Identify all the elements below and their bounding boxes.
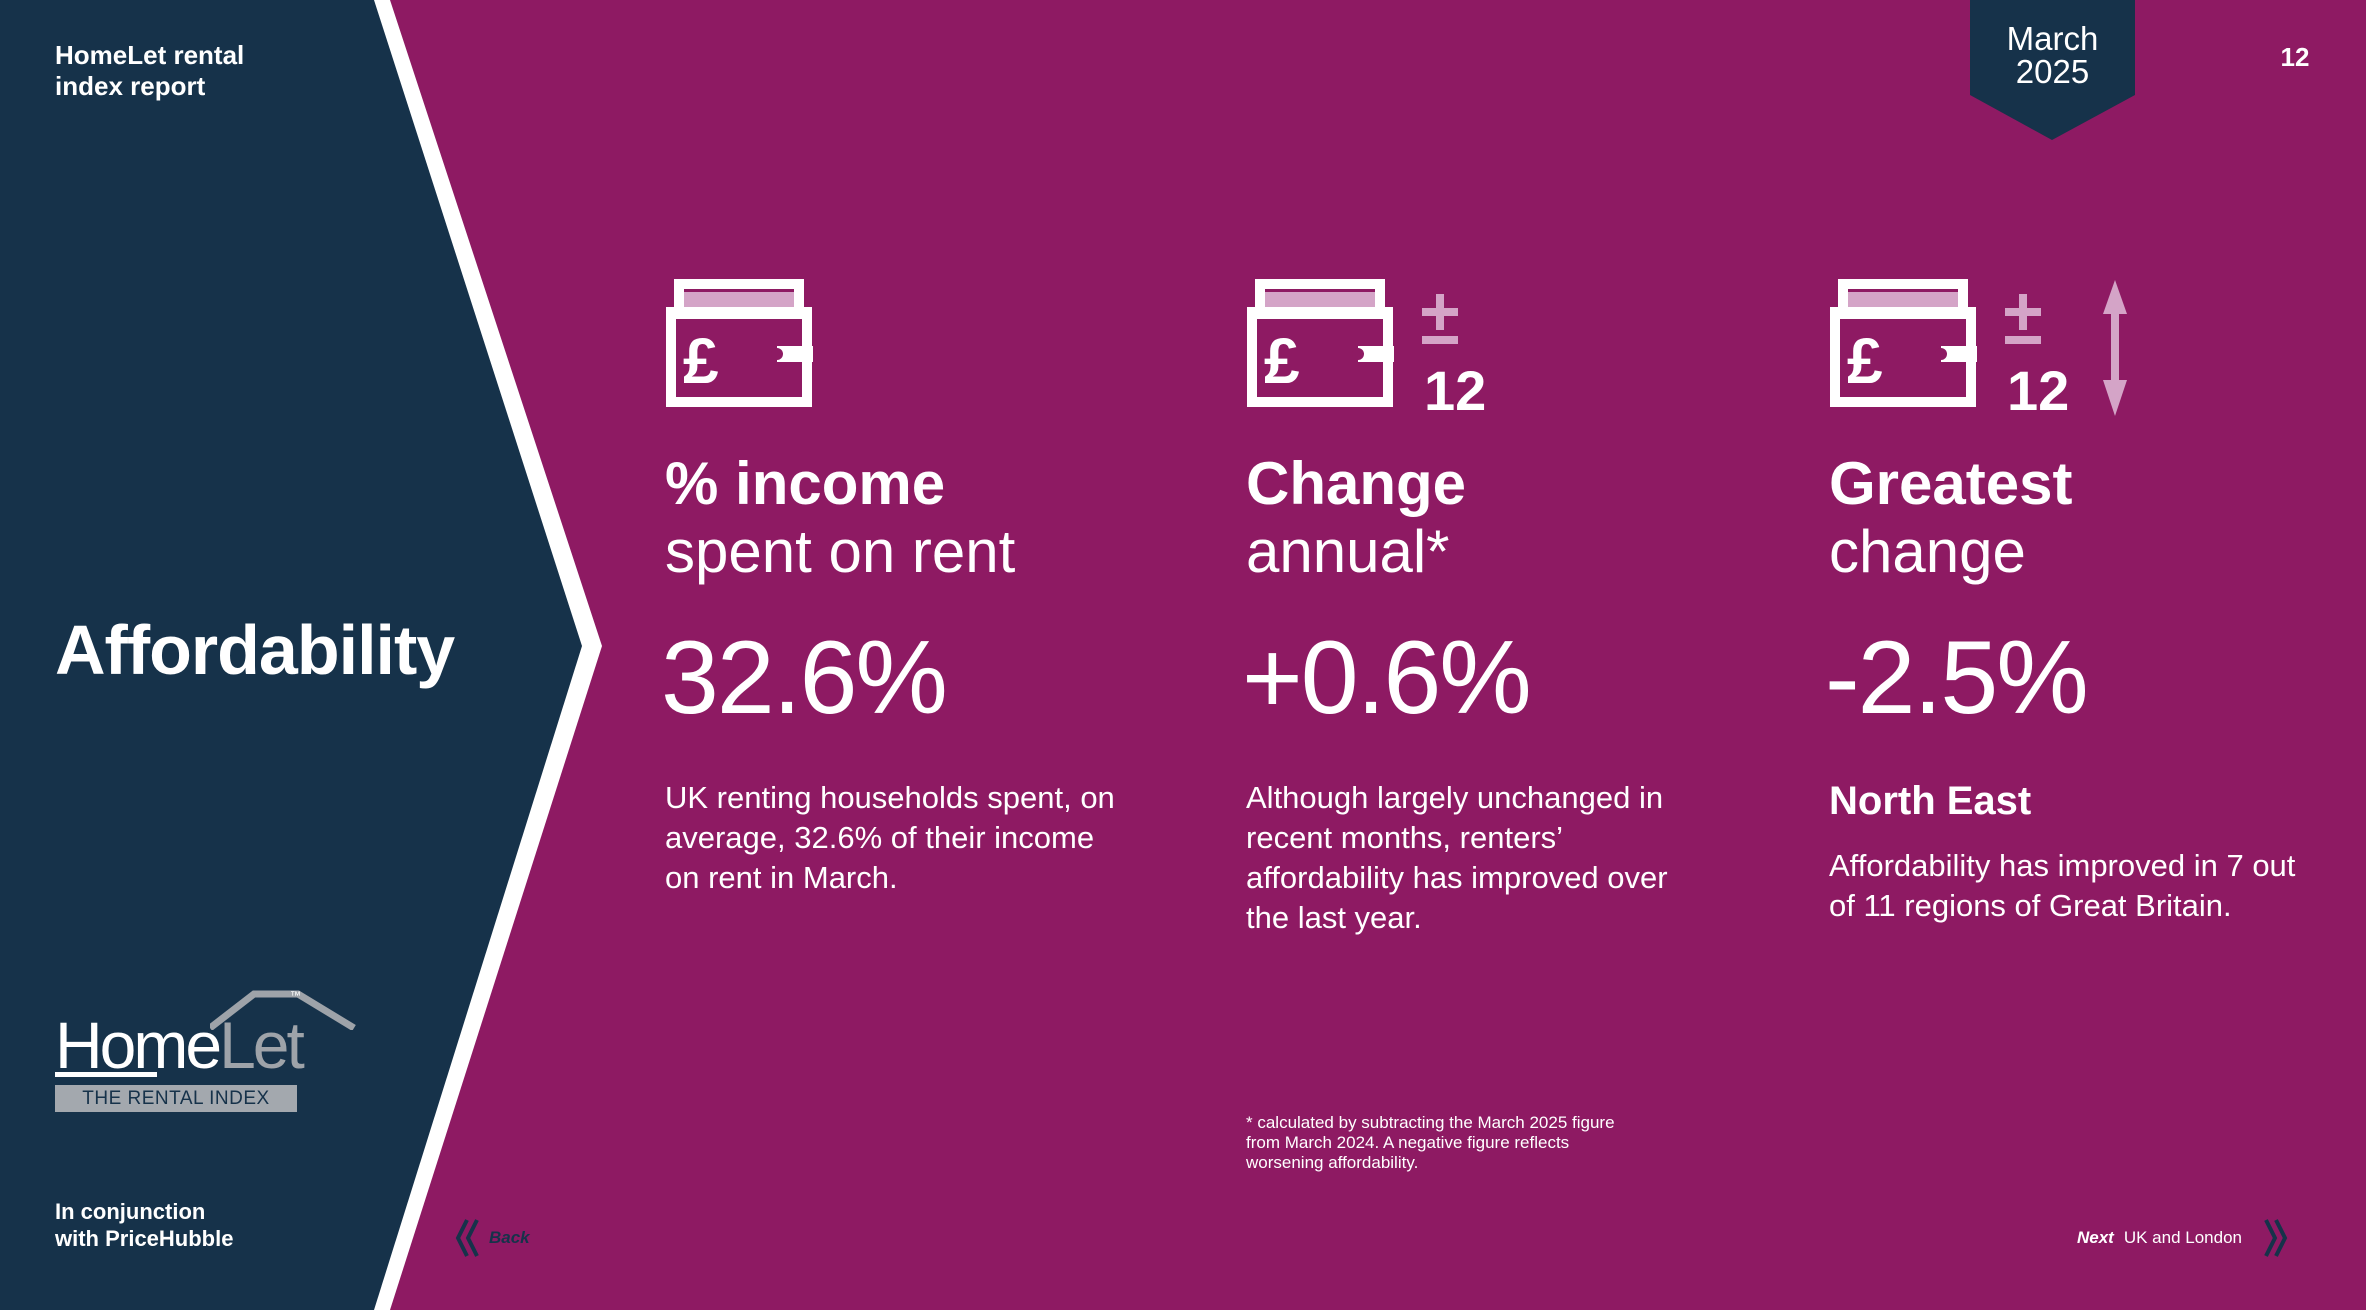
next-label: Next	[2076, 1228, 2114, 1247]
footnote: * calculated by subtracting the March 20…	[1246, 1113, 1615, 1172]
logo-word-let: Let	[219, 1008, 305, 1082]
svg-text:£: £	[1264, 325, 1300, 397]
report-title: HomeLet rental index report	[55, 40, 245, 101]
icon-badge: 12	[2007, 359, 2069, 422]
logo-underline	[55, 1072, 157, 1077]
back-label: Back	[489, 1228, 530, 1247]
double-chevron-left-icon	[455, 1219, 479, 1257]
partner-credit: In conjunction with PriceHubble	[55, 1199, 234, 1251]
sidebar-chevron	[0, 0, 582, 1310]
up-down-arrow-icon	[2103, 280, 2127, 416]
svg-text:£: £	[683, 325, 719, 397]
wallet-pound-plus-minus-arrow-icon: £ 12	[1830, 279, 2127, 422]
metric-description: UK renting households spent, on average,…	[665, 780, 1115, 895]
date-badge: March 2025	[1970, 22, 2135, 88]
metric-heading-bold: Change	[1246, 450, 1467, 517]
metric-region: North East	[1829, 779, 2032, 823]
logo-word-home: Home	[55, 1008, 222, 1082]
page-number: 12	[2280, 42, 2310, 72]
metric-heading-light: spent on rent	[665, 518, 1016, 585]
metric-description: Although largely unchanged in recent mon…	[1246, 780, 1668, 935]
metric-value: 32.6%	[661, 620, 948, 736]
wallet-pound-icon: £	[666, 279, 813, 407]
metric-value: -2.5%	[1825, 620, 2089, 736]
icon-badge: 12	[1424, 359, 1486, 422]
date-month: March	[2006, 20, 2099, 57]
back-link[interactable]: Back	[455, 1218, 530, 1258]
wallet-pound-plus-minus-icon: £ 12	[1247, 279, 1486, 422]
date-year: 2025	[2015, 53, 2090, 90]
metric-heading-bold: Greatest	[1829, 450, 2073, 517]
svg-text:£: £	[1847, 325, 1883, 397]
metric-value: +0.6%	[1242, 620, 1532, 736]
metric-heading-bold: % income	[665, 450, 946, 517]
section-title: Affordability	[55, 611, 455, 689]
logo-tagline: THE RENTAL INDEX	[55, 1085, 297, 1112]
double-chevron-right-icon	[2264, 1219, 2288, 1257]
logo-trademark: ™	[290, 990, 301, 1002]
metric-heading-light: annual*	[1246, 518, 1450, 585]
date-tab	[1970, 0, 2135, 140]
metric-description: Affordability has improved in 7 out of 1…	[1829, 848, 2296, 923]
homelet-logo: HomeLet ™ THE RENTAL INDEX	[55, 990, 356, 1120]
next-link[interactable]: Next UK and London	[2068, 1218, 2288, 1258]
house-roof-icon	[210, 990, 356, 1030]
metric-heading-light: change	[1829, 518, 2026, 585]
next-destination: UK and London	[2123, 1228, 2242, 1247]
